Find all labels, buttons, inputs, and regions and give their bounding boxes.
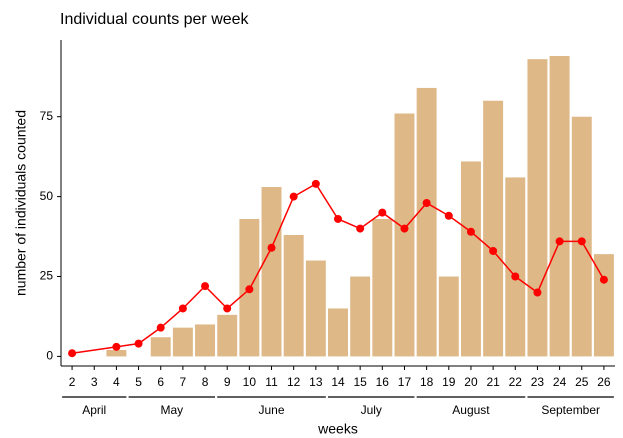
y-axis-label: number of individuals counted — [13, 110, 29, 296]
bar — [106, 350, 127, 357]
x-tick-label: 9 — [224, 375, 231, 389]
bar — [416, 87, 437, 357]
line-point — [555, 237, 564, 246]
x-tick-label: 26 — [597, 375, 611, 389]
line-point — [599, 275, 608, 284]
x-tick-label: 2 — [69, 375, 76, 389]
bar — [305, 260, 326, 357]
x-tick-label: 6 — [157, 375, 164, 389]
x-tick-label: 24 — [553, 375, 567, 389]
line-point — [378, 208, 387, 217]
line-point — [422, 199, 431, 207]
bar — [350, 276, 371, 357]
line — [71, 182, 605, 354]
line-point — [289, 192, 298, 201]
bar — [261, 187, 282, 357]
x-tick-label: 13 — [309, 375, 323, 389]
x-tick-label: 3 — [91, 375, 98, 389]
chart-title: Individual counts per week — [60, 11, 250, 28]
bar — [394, 113, 415, 357]
bar — [195, 324, 216, 357]
line-point — [356, 224, 365, 233]
x-axis-label: weeks — [317, 421, 358, 437]
x-tick-label: 18 — [420, 375, 434, 389]
bar — [505, 177, 526, 357]
y-tick-label: 75 — [40, 109, 54, 123]
line-point — [178, 304, 187, 313]
x-tick-label: 15 — [353, 375, 367, 389]
bar — [571, 116, 592, 357]
bar — [460, 161, 481, 357]
x-tick-label: 4 — [113, 375, 120, 389]
x-tick-label: 5 — [135, 375, 142, 389]
line-point — [134, 339, 143, 348]
line-point — [68, 349, 77, 358]
line-point — [156, 323, 165, 332]
bar — [328, 308, 348, 357]
bar — [372, 218, 393, 357]
x-tick-label: 21 — [486, 375, 500, 389]
line-point — [444, 211, 453, 220]
line-point — [112, 342, 121, 351]
line-point — [223, 304, 232, 313]
y-tick-label: 25 — [40, 269, 54, 283]
bar — [172, 327, 193, 357]
x-tick-label: 8 — [202, 375, 209, 389]
x-tick-label: 17 — [398, 375, 412, 389]
bar — [150, 337, 171, 357]
bar — [549, 55, 570, 357]
y-tick-label: 50 — [40, 189, 54, 203]
group-label: September — [541, 403, 600, 417]
y-tick-label: 0 — [46, 349, 53, 363]
x-tick-label: 12 — [287, 375, 301, 389]
x-tick-label: 20 — [464, 375, 478, 389]
line-point — [533, 288, 542, 297]
line-point — [577, 237, 586, 246]
x-tick-label: 22 — [509, 375, 523, 389]
line-point — [267, 243, 276, 252]
bar — [527, 59, 548, 357]
line-point — [311, 179, 320, 188]
x-tick-label: 23 — [531, 375, 545, 389]
bar — [217, 314, 238, 357]
line-point — [334, 214, 342, 223]
bar — [283, 234, 304, 357]
group-label: August — [452, 403, 490, 417]
line-point — [400, 224, 409, 233]
line-point — [245, 285, 254, 294]
x-tick-label: 7 — [180, 375, 187, 389]
bar — [438, 276, 459, 357]
group-label: June — [259, 403, 285, 417]
line-point — [489, 246, 498, 255]
x-tick-label: 16 — [376, 375, 390, 389]
x-tick-label: 14 — [331, 375, 345, 389]
bar — [483, 100, 504, 357]
line-point — [511, 272, 520, 281]
x-tick-label: 19 — [442, 375, 456, 389]
x-tick-label: 10 — [243, 375, 257, 389]
group-label: May — [160, 403, 183, 417]
group-label: April — [82, 403, 106, 417]
line-point — [466, 227, 475, 236]
x-tick-label: 25 — [575, 375, 589, 389]
group-label: July — [361, 403, 382, 417]
x-tick-label: 11 — [265, 375, 278, 389]
line-point — [201, 282, 210, 291]
bar — [593, 254, 614, 357]
